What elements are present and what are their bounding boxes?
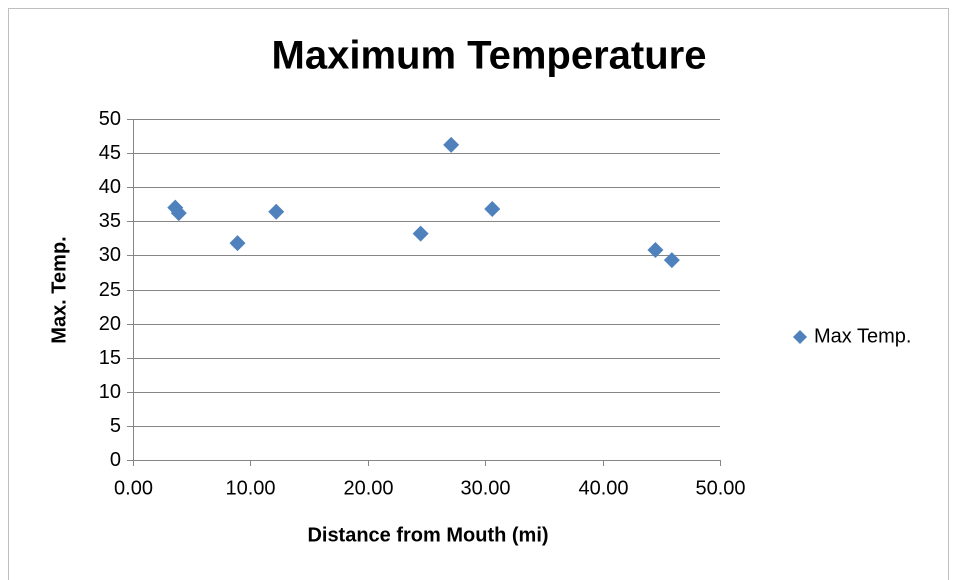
x-axis-label: Distance from Mouth (mi) xyxy=(307,524,548,546)
y-tick-label: 10 xyxy=(99,381,121,403)
legend-label: Max Temp. xyxy=(814,325,911,347)
x-tick-label: 0.00 xyxy=(114,477,153,499)
chart-border xyxy=(8,8,949,580)
point xyxy=(663,252,680,269)
x-tick-label: 50.00 xyxy=(695,477,745,499)
y-tick-label: 40 xyxy=(99,176,121,198)
y-tick-label: 5 xyxy=(110,415,121,437)
point xyxy=(484,201,501,218)
point xyxy=(443,136,460,153)
x-tick-label: 10.00 xyxy=(225,477,275,499)
y-tick-label: 30 xyxy=(99,244,121,266)
y-tick-label: 45 xyxy=(99,142,121,164)
y-tick-label: 35 xyxy=(99,210,121,232)
x-tick-label: 40.00 xyxy=(578,477,628,499)
y-tick-label: 50 xyxy=(99,108,121,130)
x-tick-label: 20.00 xyxy=(343,477,393,499)
x-tick-label: 30.00 xyxy=(460,477,510,499)
y-tick-label: 0 xyxy=(110,449,121,471)
point xyxy=(268,203,285,220)
legend-marker xyxy=(793,330,807,344)
y-tick-label: 15 xyxy=(99,347,121,369)
y-axis-label: Max. Temp. xyxy=(48,236,70,343)
point xyxy=(647,241,664,258)
y-tick-label: 25 xyxy=(99,279,121,301)
point xyxy=(229,235,246,252)
point xyxy=(412,225,429,242)
point xyxy=(170,205,187,222)
chart-title: Maximum Temperature xyxy=(272,34,707,78)
y-tick-label: 20 xyxy=(99,313,121,335)
